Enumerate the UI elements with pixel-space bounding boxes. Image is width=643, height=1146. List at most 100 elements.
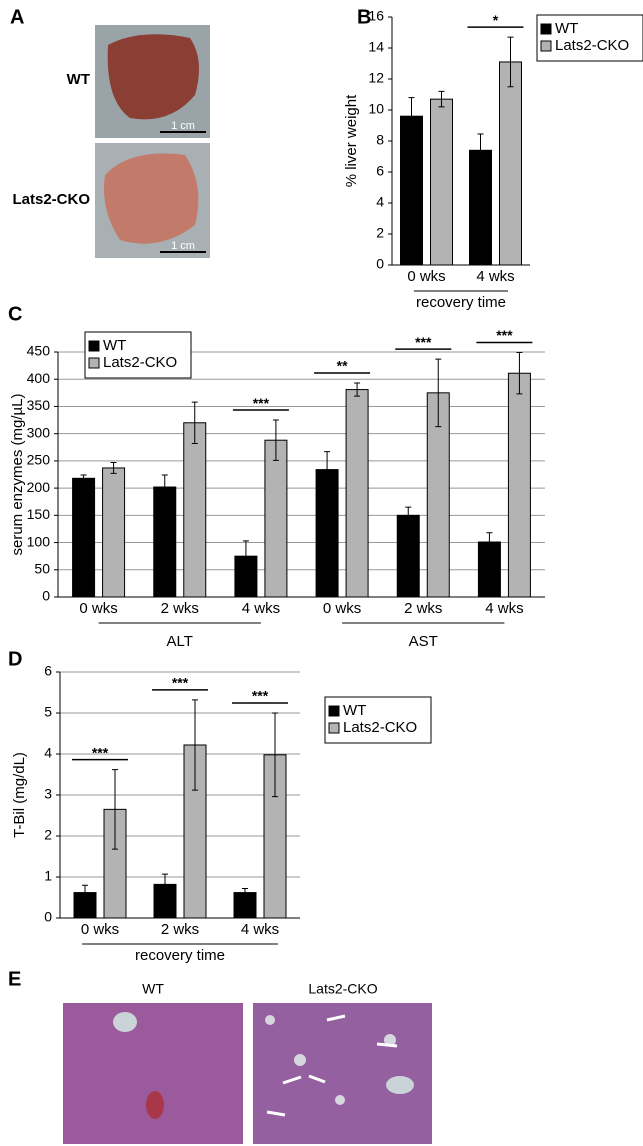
panel-label: D <box>8 648 22 670</box>
legend-label: Lats2-CKO <box>555 37 629 54</box>
vacuole <box>335 1095 345 1105</box>
x-tick-label: 4 wks <box>241 921 279 938</box>
x-tick-label: 0 wks <box>79 600 117 617</box>
error-bar <box>192 699 198 791</box>
legend-box <box>84 331 192 379</box>
y-tick-label: 150 <box>27 506 51 522</box>
legend-swatch <box>540 23 552 35</box>
group-label: ALT <box>167 633 193 650</box>
vacuole <box>384 1034 396 1046</box>
liver-wt <box>107 34 199 120</box>
y-tick-label: 350 <box>27 397 51 413</box>
error-bar <box>272 712 278 798</box>
error-bar <box>242 887 248 898</box>
y-tick-label: 50 <box>34 560 50 576</box>
panel-label: C <box>8 303 22 325</box>
y-tick-label: 4 <box>376 194 384 210</box>
bar <box>499 61 522 266</box>
error-bar <box>435 358 442 428</box>
label: WT <box>142 981 164 997</box>
x-tick-label: 4 wks <box>485 600 523 617</box>
y-tick-label: 2 <box>376 225 384 241</box>
vacuole <box>294 1054 306 1066</box>
legend-label: WT <box>343 702 366 719</box>
y-tick-label: 100 <box>27 533 51 549</box>
liver-cko <box>104 153 199 244</box>
x-tick-label: 2 wks <box>161 921 199 938</box>
x-axis-label: recovery time <box>416 294 506 311</box>
bar <box>430 98 453 266</box>
histology-cko <box>253 1003 432 1144</box>
panel-label: B <box>357 6 371 28</box>
error-bar <box>408 97 415 136</box>
label: Lats2-CKO <box>308 981 377 997</box>
bar <box>469 149 492 266</box>
error-bar <box>405 506 412 524</box>
panel-label: A <box>10 6 24 28</box>
sig-label: *** <box>253 395 270 411</box>
x-axis-label: recovery time <box>135 947 225 964</box>
legend-swatch <box>540 40 552 52</box>
error-bar <box>507 36 514 88</box>
legend-swatch <box>328 705 340 717</box>
bar <box>264 439 288 598</box>
error-bar <box>477 133 484 168</box>
x-tick-label: 2 wks <box>404 600 442 617</box>
error-bar <box>82 884 88 901</box>
y-tick-label: 0 <box>42 588 50 604</box>
y-tick-label: 8 <box>376 132 384 148</box>
error-bar <box>486 532 493 552</box>
sig-label: *** <box>92 744 109 760</box>
error-bar <box>112 769 118 850</box>
error-bar <box>110 462 117 474</box>
vacuole <box>265 1015 275 1025</box>
vessel <box>386 1076 414 1094</box>
bar <box>400 115 423 266</box>
y-tick-label: 2 <box>44 827 52 843</box>
error-bar <box>161 474 168 500</box>
error-bar <box>438 90 445 108</box>
sig-label: *** <box>415 334 432 350</box>
sig-label: *** <box>252 688 269 704</box>
error-bar <box>191 401 198 444</box>
bar <box>507 372 531 598</box>
legend-box <box>536 14 643 62</box>
sig-label: * <box>493 12 499 28</box>
legend-box <box>324 696 432 744</box>
error-bar <box>516 352 523 395</box>
y-tick-label: 400 <box>27 370 51 386</box>
bar <box>315 469 339 598</box>
y-tick-label: 3 <box>44 786 52 802</box>
y-tick-label: 0 <box>376 256 384 272</box>
legend-label: Lats2-CKO <box>103 354 177 371</box>
y-axis-label: % liver weight <box>343 94 360 187</box>
x-tick-label: 4 wks <box>476 268 514 285</box>
vessel <box>146 1091 164 1119</box>
x-tick-label: 0 wks <box>81 921 119 938</box>
y-tick-label: 5 <box>44 704 52 720</box>
y-tick-label: 14 <box>368 39 384 55</box>
y-tick-label: 1 <box>44 868 52 884</box>
bar <box>345 389 369 598</box>
legend-swatch <box>88 340 100 352</box>
bar <box>153 486 177 598</box>
y-tick-label: 250 <box>27 452 51 468</box>
y-tick-label: 450 <box>27 343 51 359</box>
error-bar <box>80 474 87 483</box>
x-tick-label: 4 wks <box>242 600 280 617</box>
y-axis-label: serum enzymes (mg/µL) <box>9 393 26 555</box>
legend-swatch <box>88 357 100 369</box>
y-tick-label: 300 <box>27 424 51 440</box>
bar <box>102 467 126 598</box>
label: WT <box>67 71 90 88</box>
y-tick-label: 0 <box>44 909 52 925</box>
error-bar <box>242 540 249 572</box>
scale-label: 1 cm <box>171 240 195 252</box>
legend-label: WT <box>555 20 578 37</box>
bar <box>72 477 96 598</box>
y-tick-label: 4 <box>44 745 52 761</box>
bar <box>396 514 420 598</box>
bar <box>183 422 207 598</box>
